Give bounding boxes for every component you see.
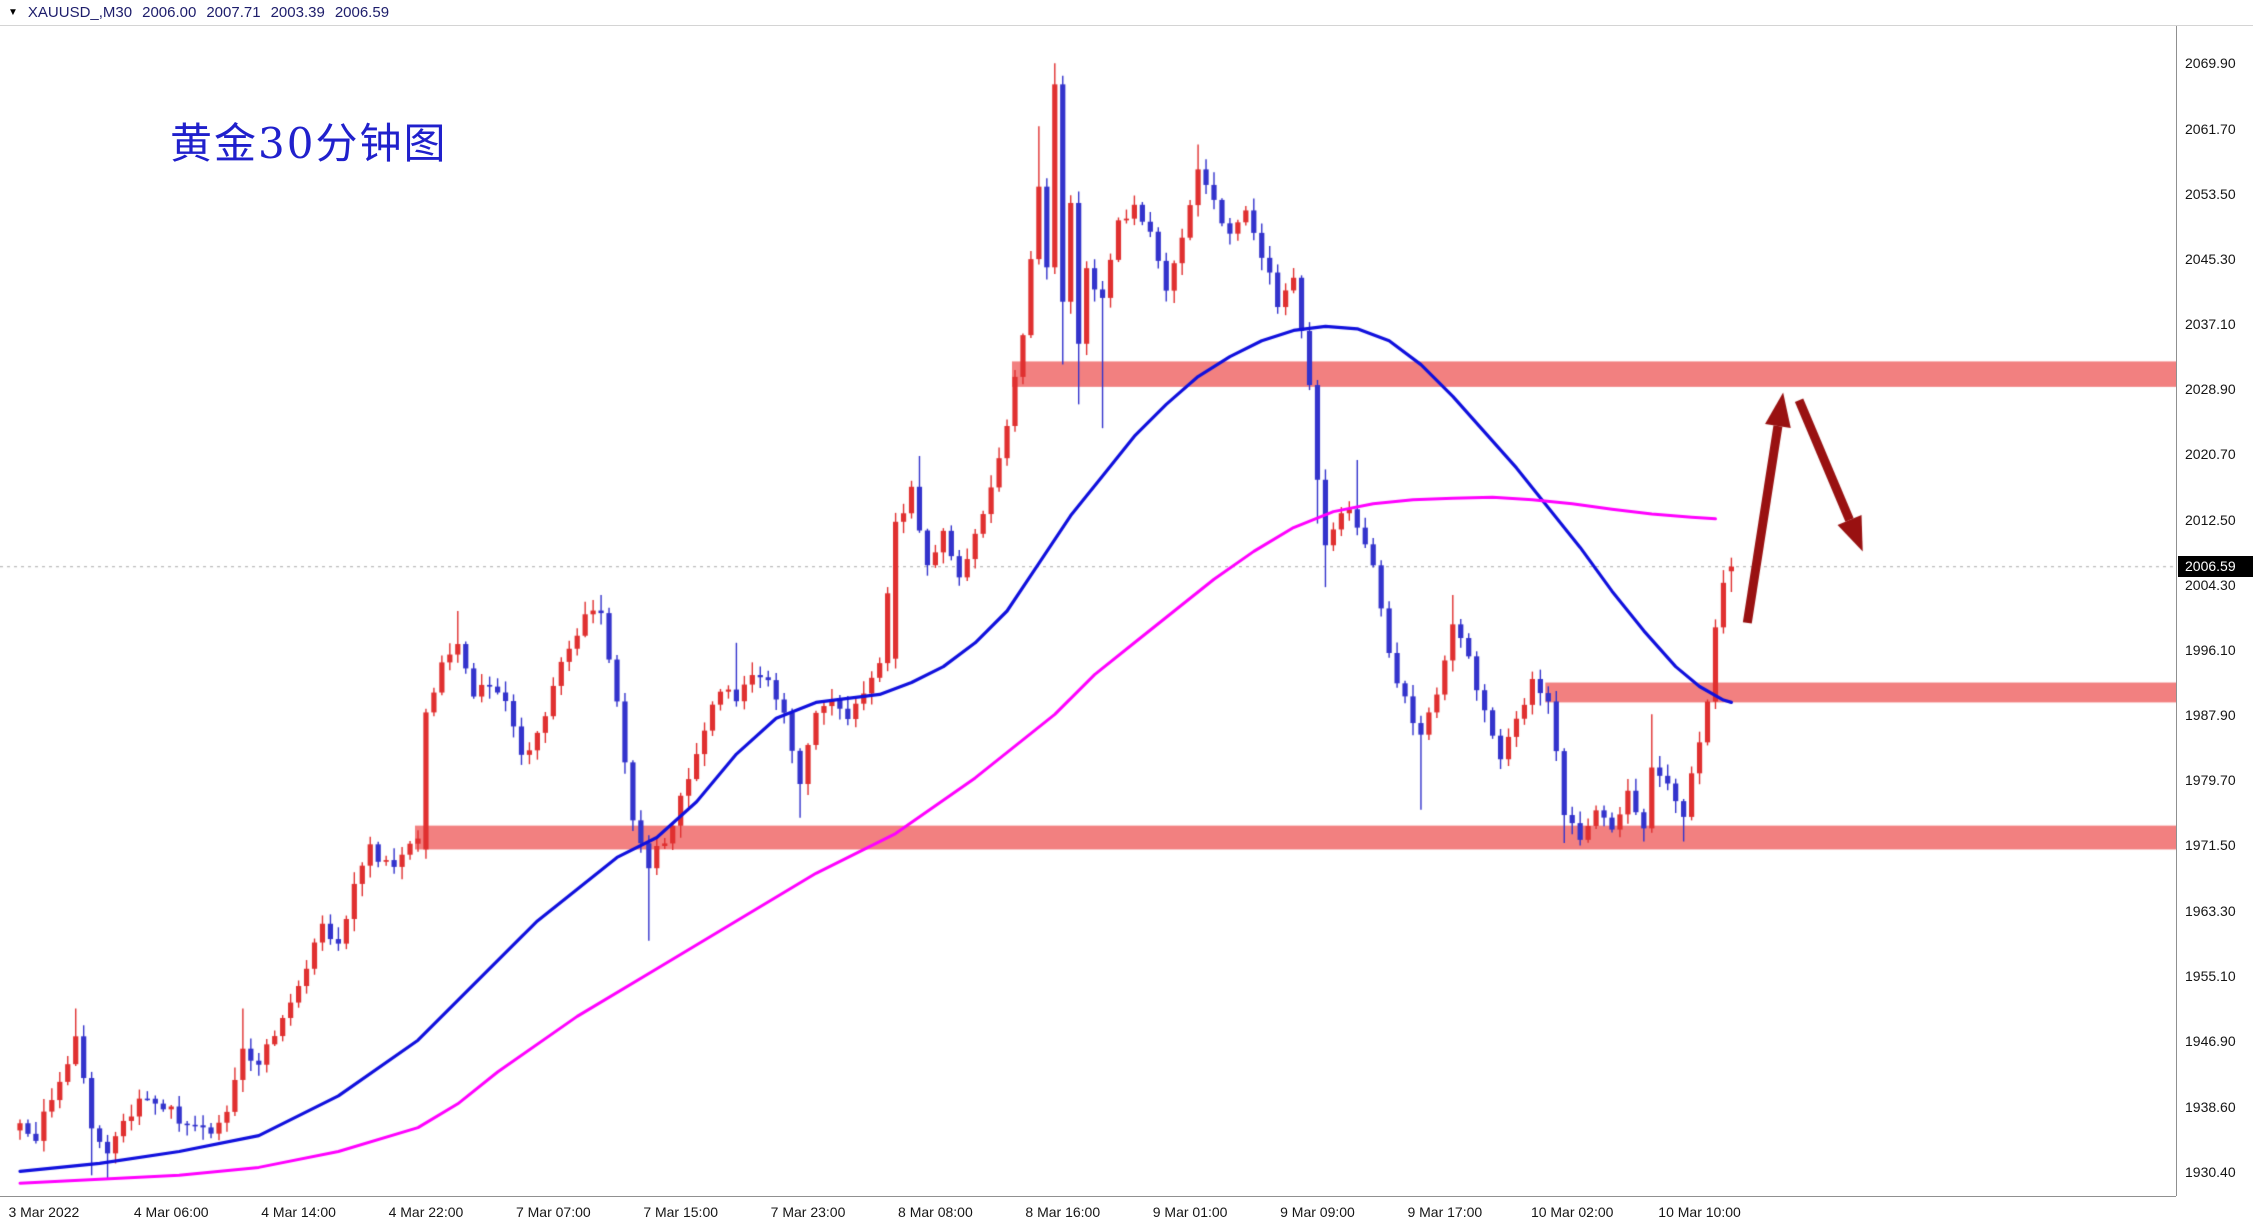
chart-header: ▼ XAUUSD_,M30 2006.00 2007.71 2003.39 20… [0,0,2253,26]
ohlc-close: 2006.59 [334,4,390,21]
ohlc-low: 2003.39 [270,4,325,21]
price-tick-label: 2045.30 [2185,250,2236,267]
price-tick-label: 2020.70 [2185,446,2236,463]
price-tick-label: 1987.90 [2185,707,2236,724]
time-axis[interactable]: 3 Mar 2022 4 Mar 06:00 4 Mar 14:00 4 Mar 22… [0,1196,2176,1232]
price-axis[interactable]: 2006.59 2069.90 2061.70 2053.50 2045.30 2037… [2176,26,2253,1196]
price-tick-label: 1971.50 [2185,837,2236,854]
price-tick-label: 1930.40 [2185,1164,2236,1181]
price-tick-label: 1938.60 [2185,1098,2236,1115]
time-axis-label: 4 Mar 22:00 [388,1204,464,1220]
ohlc-high: 2007.71 [206,4,261,21]
price-tick-label: 1996.10 [2185,641,2236,658]
price-tick-label: 2028.90 [2185,381,2236,398]
current-price-tag: 2006.59 [2178,556,2253,578]
time-axis-label: 7 Mar 23:00 [770,1204,846,1220]
price-tick-label: 1946.90 [2185,1033,2236,1049]
time-axis-label: 3 Mar 2022 [8,1204,80,1220]
price-tick-label: 2069.90 [2185,55,2236,72]
time-axis-label: 7 Mar 15:00 [643,1204,719,1220]
price-tick-label: 2053.50 [2185,185,2236,202]
symbol-timeframe-label: XAUUSD_,M30 [27,4,133,21]
time-axis-label: 10 Mar 02:00 [1530,1204,1614,1220]
time-axis-label: 4 Mar 14:00 [261,1204,336,1220]
price-tick-label: 2012.50 [2185,511,2236,528]
time-axis-label: 10 Mar 10:00 [1658,1204,1741,1220]
time-axis-label: 9 Mar 17:00 [1407,1204,1483,1220]
chart-canvas[interactable] [0,26,2253,1196]
dropdown-arrow-icon[interactable]: ▼ [8,6,18,18]
time-axis-label: 8 Mar 16:00 [1025,1204,1101,1220]
time-axis-label: 8 Mar 08:00 [898,1204,973,1220]
price-tick-label: 2004.30 [2185,576,2236,593]
chart-title-annotation: 黄金30分钟图 [170,119,448,168]
time-axis-label: 9 Mar 01:00 [1152,1204,1228,1220]
price-tick-label: 1979.70 [2185,772,2236,789]
price-tick-label: 1963.30 [2185,902,2236,919]
price-tick-label: 2037.10 [2185,316,2236,333]
ohlc-open: 2006.00 [142,4,197,21]
time-axis-label: 7 Mar 07:00 [515,1204,591,1220]
price-tick-label: 1955.10 [2185,967,2236,984]
time-axis-label: 9 Mar 09:00 [1280,1204,1355,1220]
time-axis-label: 4 Mar 06:00 [133,1204,209,1220]
price-tick-label: 2061.70 [2185,120,2236,137]
